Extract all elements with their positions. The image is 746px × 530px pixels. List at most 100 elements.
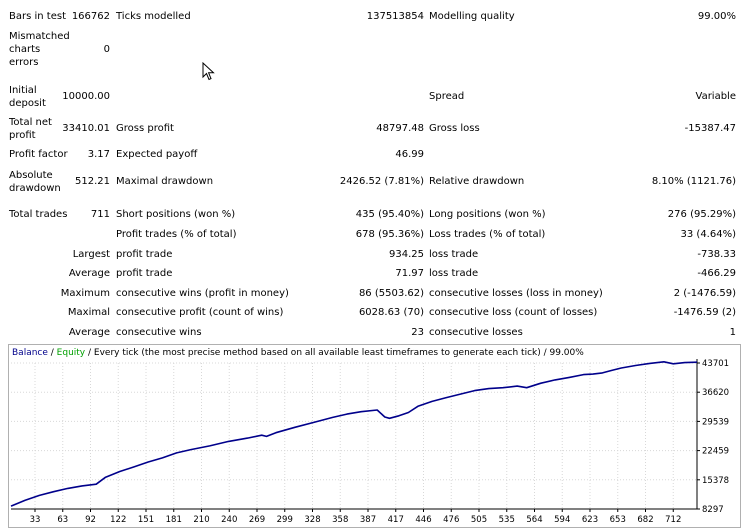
y-tick-label: 29539 bbox=[702, 417, 729, 427]
maximal-drawdown-label: Maximal drawdown bbox=[116, 176, 214, 187]
total-trades-label: Total trades bbox=[9, 209, 68, 220]
initial-deposit-label: Initial deposit bbox=[9, 85, 46, 109]
maximal-cons-profit-label: consecutive profit (count of wins) bbox=[116, 307, 284, 318]
avg-cons-losses-label: consecutive losses bbox=[429, 327, 523, 338]
x-tick-label: 623 bbox=[582, 515, 598, 525]
mismatched-value: 0 bbox=[103, 44, 110, 55]
average-profit-label: profit trade bbox=[116, 268, 173, 279]
x-tick-label: 476 bbox=[443, 515, 459, 525]
ticks-modelled-value: 137513854 bbox=[366, 11, 424, 22]
legend-description: / Every tick (the most precise method ba… bbox=[85, 348, 584, 358]
chart-plot: 33 63 92 122 151 181 210 240 269 299 328 358 387 417 4… bbox=[10, 359, 729, 525]
avg-cons-wins-value: 23 bbox=[411, 327, 424, 338]
max-cons-wins-label: consecutive wins (profit in money) bbox=[116, 288, 289, 299]
largest-label: Largest bbox=[72, 249, 110, 260]
maximal-cons-loss-label: consecutive loss (count of losses) bbox=[429, 307, 598, 318]
balance-series-line bbox=[10, 360, 698, 507]
x-tick-label: 240 bbox=[221, 515, 237, 525]
x-tick-label: 564 bbox=[526, 515, 542, 525]
relative-drawdown-value: 8.10% (1121.76) bbox=[651, 176, 736, 187]
x-tick-label: 63 bbox=[57, 515, 68, 525]
x-tick-label: 387 bbox=[360, 515, 376, 525]
total-net-profit-value: 33410.01 bbox=[62, 123, 110, 134]
x-tick-label: 535 bbox=[499, 515, 515, 525]
average-profit-value: 71.97 bbox=[395, 268, 424, 279]
max-cons-losses-value: 2 (-1476.59) bbox=[673, 288, 736, 299]
y-tick-label: 15378 bbox=[702, 476, 729, 486]
x-tick-label: 122 bbox=[110, 515, 126, 525]
legend-equity: Equity bbox=[56, 348, 86, 358]
profit-trades-value: 678 (95.36%) bbox=[355, 229, 424, 240]
modelling-quality-label: Modelling quality bbox=[429, 11, 515, 22]
x-tick-label: 446 bbox=[415, 515, 431, 525]
x-tick-label: 151 bbox=[138, 515, 154, 525]
gross-loss-label: Gross loss bbox=[429, 123, 480, 134]
x-tick-label: 417 bbox=[388, 515, 404, 525]
loss-trades-label: Loss trades (% of total) bbox=[429, 229, 546, 240]
long-positions-label: Long positions (won %) bbox=[429, 209, 546, 220]
avg-cons-losses-value: 1 bbox=[729, 327, 736, 338]
x-tick-label: 682 bbox=[637, 515, 653, 525]
y-tick-label: 8297 bbox=[702, 505, 724, 515]
ticks-modelled-label: Ticks modelled bbox=[116, 11, 191, 22]
largest-loss-value: -738.33 bbox=[697, 249, 736, 260]
average-loss-label: loss trade bbox=[429, 268, 479, 279]
average-consecutive-label: Average bbox=[68, 327, 110, 338]
spread-value: Variable bbox=[695, 91, 737, 102]
largest-profit-value: 934.25 bbox=[389, 249, 424, 260]
chart-legend: Balance / Equity / Every tick (the most … bbox=[12, 348, 584, 358]
x-tick-label: 210 bbox=[193, 515, 209, 525]
x-tick-label: 712 bbox=[665, 515, 681, 525]
profit-factor-value: 3.17 bbox=[87, 149, 110, 160]
y-tick-label: 22459 bbox=[702, 447, 729, 457]
gross-profit-label: Gross profit bbox=[116, 123, 174, 134]
modelling-quality-value: 99.00% bbox=[697, 11, 736, 22]
short-positions-label: Short positions (won %) bbox=[116, 209, 236, 220]
y-tick-label: 43701 bbox=[702, 359, 729, 369]
initial-deposit-value: 10000.00 bbox=[62, 91, 110, 102]
max-cons-wins-value: 86 (5503.62) bbox=[358, 288, 424, 299]
largest-loss-label: loss trade bbox=[429, 249, 479, 260]
x-tick-label: 505 bbox=[471, 515, 487, 525]
maximal-drawdown-value: 2426.52 (7.81%) bbox=[339, 176, 424, 187]
x-tick-label: 269 bbox=[249, 515, 265, 525]
x-tick-label: 92 bbox=[85, 515, 96, 525]
mismatched-label: Mismatched charts errors bbox=[9, 31, 70, 68]
average-label: Average bbox=[68, 268, 110, 279]
x-tick-label: 594 bbox=[554, 515, 570, 525]
balance-equity-chart: Balance / Equity / Every tick (the most … bbox=[8, 344, 741, 528]
total-net-profit-label: Total net profit bbox=[9, 117, 52, 141]
expected-payoff-label: Expected payoff bbox=[116, 149, 198, 160]
profit-factor-label: Profit factor bbox=[9, 149, 68, 160]
legend-balance: Balance bbox=[12, 348, 48, 358]
x-tick-label: 181 bbox=[166, 515, 182, 525]
x-tick-label: 328 bbox=[304, 515, 320, 525]
total-trades-value: 711 bbox=[90, 209, 110, 220]
maximal-label: Maximal bbox=[67, 307, 110, 318]
gross-loss-value: -15387.47 bbox=[684, 123, 736, 134]
short-positions-value: 435 (95.40%) bbox=[355, 209, 424, 220]
y-tick-label: 36620 bbox=[702, 388, 729, 398]
relative-drawdown-label: Relative drawdown bbox=[429, 176, 525, 187]
avg-cons-wins-label: consecutive wins bbox=[116, 327, 202, 338]
absolute-drawdown-value: 512.21 bbox=[75, 176, 110, 187]
expected-payoff-value: 46.99 bbox=[395, 149, 424, 160]
spread-label: Spread bbox=[429, 91, 465, 102]
long-positions-value: 276 (95.29%) bbox=[667, 209, 736, 220]
absolute-drawdown-label: Absolute drawdown bbox=[9, 170, 61, 194]
x-tick-label: 358 bbox=[332, 515, 348, 525]
maximal-cons-profit-value: 6028.63 (70) bbox=[358, 307, 424, 318]
max-cons-losses-label: consecutive losses (loss in money) bbox=[429, 288, 603, 299]
x-tick-label: 653 bbox=[610, 515, 626, 525]
maximal-cons-loss-value: -1476.59 (2) bbox=[673, 307, 736, 318]
mouse-pointer-icon bbox=[202, 61, 216, 85]
maximum-label: Maximum bbox=[60, 288, 110, 299]
largest-profit-label: profit trade bbox=[116, 249, 173, 260]
legend-separator: / bbox=[47, 348, 57, 358]
average-loss-value: -466.29 bbox=[697, 268, 736, 279]
bars-in-test-value: 166762 bbox=[71, 11, 110, 22]
gross-profit-value: 48797.48 bbox=[376, 123, 424, 134]
x-tick-label: 33 bbox=[30, 515, 41, 525]
loss-trades-value: 33 (4.64%) bbox=[680, 229, 736, 240]
x-tick-label: 299 bbox=[277, 515, 293, 525]
